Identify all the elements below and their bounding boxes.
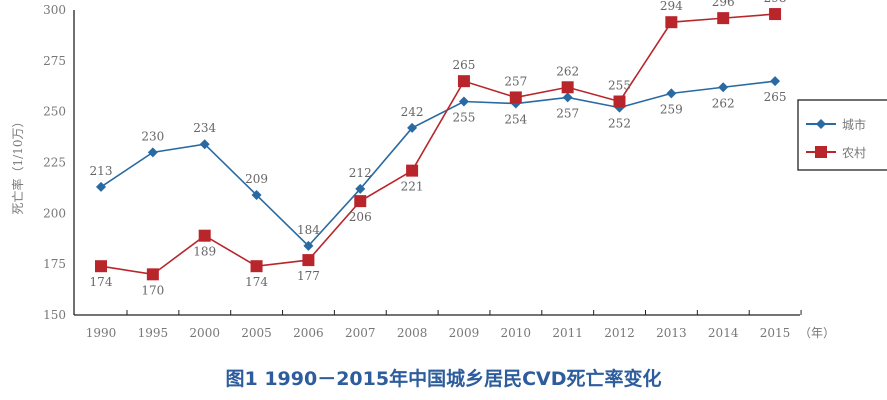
urban-point (303, 240, 314, 251)
data-label: 174 (245, 275, 268, 289)
data-label: 213 (90, 164, 113, 178)
legend-label: 农村 (842, 146, 866, 160)
legend-label: 城市 (842, 117, 866, 132)
x-tick-label: 2012 (604, 326, 635, 340)
data-label: 262 (712, 96, 735, 110)
urban-point (458, 96, 469, 107)
urban-point (251, 190, 262, 201)
rural-point (717, 12, 730, 25)
urban-point (96, 181, 106, 192)
urban-point (199, 139, 210, 150)
y-tick-label: 175 (43, 257, 66, 271)
x-tick-label: 2011 (552, 326, 583, 340)
data-label: 189 (193, 245, 216, 259)
rural-point (95, 260, 107, 273)
data-label: 170 (141, 283, 164, 297)
rural-point (302, 254, 315, 267)
data-label: 252 (608, 117, 631, 131)
data-label: 262 (556, 64, 579, 78)
data-label: 254 (504, 113, 527, 127)
data-label: 212 (349, 166, 372, 180)
legend-diamond-icon (816, 119, 826, 129)
x-tick-label: 2013 (656, 326, 687, 340)
data-label: 265 (764, 90, 787, 104)
data-label: 206 (349, 210, 372, 224)
rural-point (769, 8, 782, 21)
y-tick-label: 275 (43, 54, 66, 68)
data-label: 255 (608, 79, 631, 93)
rural-point (665, 16, 678, 29)
data-label: 257 (556, 106, 579, 120)
urban-point (147, 147, 158, 158)
rural-point (406, 164, 419, 177)
line-chart: 150 175 200 225 250 275 300 1990 1995 2000 2005 200… (10, 0, 887, 340)
rural-point (561, 81, 574, 94)
x-axis-unit: （年） (799, 326, 835, 340)
rural-point (354, 195, 367, 208)
rural-point (250, 260, 263, 273)
data-label: 242 (401, 105, 424, 119)
urban-point (562, 92, 573, 103)
data-label: 259 (660, 102, 683, 116)
x-tick-label: 2009 (449, 326, 480, 340)
urban-point (666, 88, 677, 99)
y-tick-label: 225 (43, 156, 66, 170)
data-label: 184 (297, 223, 320, 237)
rural-point (146, 268, 159, 281)
chart-caption: 图1 1990－2015年中国城乡居民CVD死亡率变化 (225, 368, 662, 390)
data-label: 296 (712, 0, 735, 9)
legend-square-icon (815, 146, 827, 158)
data-label: 265 (452, 58, 475, 72)
rural-point (613, 95, 626, 108)
x-tick-label: 2000 (189, 326, 220, 340)
x-tick-label: 2010 (501, 326, 532, 340)
data-label: 298 (764, 0, 787, 5)
data-label: 209 (245, 172, 268, 186)
data-label: 257 (504, 74, 527, 88)
y-tick-label: 250 (43, 105, 66, 119)
data-label: 294 (660, 0, 683, 13)
y-tick-label: 200 (43, 206, 66, 220)
data-label: 177 (297, 269, 320, 283)
data-label: 255 (452, 111, 475, 125)
urban-point (407, 122, 418, 133)
data-label: 234 (193, 121, 216, 135)
x-tick-label: 1995 (138, 326, 169, 340)
y-axis-title: 死亡率（1/10万） (10, 116, 25, 215)
data-label: 221 (401, 180, 424, 194)
series-line-1 (100, 13, 776, 276)
x-tick-label: 2006 (293, 326, 324, 340)
legend-box (797, 99, 887, 171)
data-label: 230 (141, 129, 164, 143)
urban-point (718, 82, 729, 93)
rural-point (509, 91, 522, 104)
x-tick-label: 2008 (397, 326, 428, 340)
x-tick-label: 2005 (241, 326, 272, 340)
series-line-0 (100, 80, 776, 248)
y-tick-label: 300 (43, 3, 66, 17)
urban-point (355, 183, 366, 194)
rural-point (198, 229, 211, 242)
x-tick-label: 2014 (708, 326, 739, 340)
urban-point (770, 76, 781, 87)
y-tick-label: 150 (43, 308, 66, 322)
x-tick-label: 1990 (86, 326, 117, 340)
x-tick-label: 2007 (345, 326, 376, 340)
data-label: 174 (90, 275, 113, 289)
rural-point (457, 75, 470, 88)
x-tick-label: 2015 (760, 326, 791, 340)
